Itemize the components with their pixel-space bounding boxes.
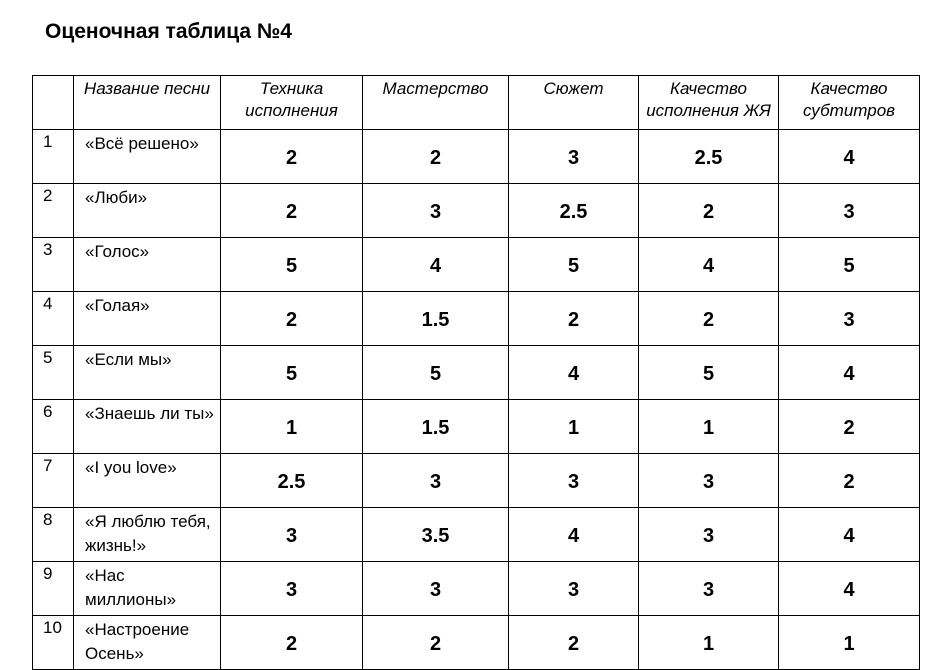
score-cell: 5 [778, 237, 920, 292]
song-name: «Всё решено» [73, 129, 221, 184]
row-number: 3 [32, 237, 74, 292]
score-cell: 4 [778, 345, 920, 400]
score-cell: 2 [638, 291, 779, 346]
score-cell: 2 [778, 453, 920, 508]
song-name: «Настроение Осень» [73, 615, 221, 670]
score-cell: 3 [638, 453, 779, 508]
table-row: 3 «Голос» 5 4 5 4 5 [32, 237, 920, 292]
score-cell: 3 [638, 507, 779, 562]
song-name: «I you love» [73, 453, 221, 508]
score-cell: 4 [778, 129, 920, 184]
score-cell: 2.5 [638, 129, 779, 184]
score-cell: 1.5 [362, 291, 509, 346]
song-name: «Голая» [73, 291, 221, 346]
header-cell [32, 75, 74, 130]
score-cell: 3 [508, 129, 639, 184]
header-cell: Сюжет [508, 75, 639, 130]
header-cell: Качество субтитров [778, 75, 920, 130]
header-cell: Техника исполнения [220, 75, 363, 130]
score-cell: 5 [220, 237, 363, 292]
score-cell: 1 [778, 615, 920, 670]
score-cell: 3 [508, 453, 639, 508]
row-number: 9 [32, 561, 74, 616]
score-cell: 4 [638, 237, 779, 292]
score-cell: 2.5 [508, 183, 639, 238]
score-cell: 3 [362, 453, 509, 508]
row-number: 5 [32, 345, 74, 400]
table-row: 4 «Голая» 2 1.5 2 2 3 [32, 291, 920, 346]
score-cell: 3 [362, 561, 509, 616]
table-row: 1 «Всё решено» 2 2 3 2.5 4 [32, 129, 920, 184]
score-cell: 2 [638, 183, 779, 238]
row-number: 8 [32, 507, 74, 562]
song-name: «Люби» [73, 183, 221, 238]
row-number: 4 [32, 291, 74, 346]
score-cell: 3 [220, 507, 363, 562]
row-number: 10 [32, 615, 74, 670]
row-number: 7 [32, 453, 74, 508]
score-cell: 4 [508, 507, 639, 562]
table-row: 9 «Нас миллионы» 3 3 3 3 4 [32, 561, 920, 616]
score-table: Название песни Техника исполнения Мастерст… [32, 75, 920, 670]
row-number: 6 [32, 399, 74, 454]
row-number: 2 [32, 183, 74, 238]
score-cell: 1 [508, 399, 639, 454]
song-name: «Если мы» [73, 345, 221, 400]
header-cell: Мастерство [362, 75, 509, 130]
table-row: 8 «Я люблю тебя, жизнь!» 3 3.5 4 3 4 [32, 507, 920, 562]
score-cell: 1 [220, 399, 363, 454]
score-cell: 4 [508, 345, 639, 400]
score-cell: 1 [638, 399, 779, 454]
score-cell: 3.5 [362, 507, 509, 562]
table-row: 2 «Люби» 2 3 2.5 2 3 [32, 183, 920, 238]
score-cell: 4 [778, 507, 920, 562]
score-cell: 3 [362, 183, 509, 238]
score-cell: 1.5 [362, 399, 509, 454]
header-cell: Качество исполнения ЖЯ [638, 75, 779, 130]
song-name: «Я люблю тебя, жизнь!» [73, 507, 221, 562]
score-cell: 3 [508, 561, 639, 616]
score-cell: 2 [220, 291, 363, 346]
score-cell: 2 [220, 129, 363, 184]
song-name: «Голос» [73, 237, 221, 292]
score-cell: 2 [508, 615, 639, 670]
score-cell: 2 [362, 129, 509, 184]
score-cell: 3 [220, 561, 363, 616]
score-cell: 5 [508, 237, 639, 292]
score-cell: 2 [362, 615, 509, 670]
row-number: 1 [32, 129, 74, 184]
score-cell: 2 [778, 399, 920, 454]
table-row: 6 «Знаешь ли ты» 1 1.5 1 1 2 [32, 399, 920, 454]
table-row: 10 «Настроение Осень» 2 2 2 1 1 [32, 615, 920, 670]
table-body: 1 «Всё решено» 2 2 3 2.5 4 2 «Люби» 2 3 2.5 2 3 3 «Голо… [32, 129, 920, 670]
song-name: «Знаешь ли ты» [73, 399, 221, 454]
score-cell: 5 [638, 345, 779, 400]
score-cell: 2.5 [220, 453, 363, 508]
table-row: 5 «Если мы» 5 5 4 5 4 [32, 345, 920, 400]
score-cell: 4 [778, 561, 920, 616]
score-cell: 3 [778, 291, 920, 346]
score-cell: 3 [638, 561, 779, 616]
score-cell: 2 [508, 291, 639, 346]
title: Оценочная таблица №4 [45, 20, 292, 43]
score-cell: 2 [220, 183, 363, 238]
score-cell: 3 [778, 183, 920, 238]
score-cell: 2 [220, 615, 363, 670]
table-row: 7 «I you love» 2.5 3 3 3 2 [32, 453, 920, 508]
header-cell: Название песни [73, 75, 221, 130]
song-name: «Нас миллионы» [73, 561, 221, 616]
score-cell: 5 [220, 345, 363, 400]
score-cell: 5 [362, 345, 509, 400]
score-cell: 1 [638, 615, 779, 670]
header-row: Название песни Техника исполнения Мастерст… [32, 75, 920, 130]
score-cell: 4 [362, 237, 509, 292]
